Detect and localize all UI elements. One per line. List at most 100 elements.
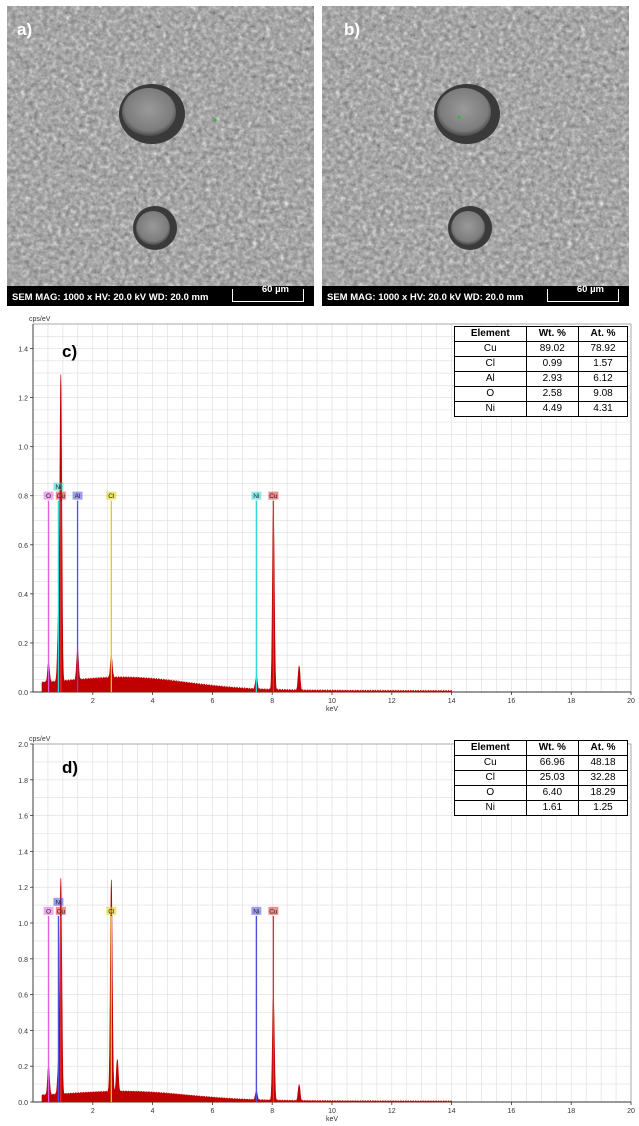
element-marker-label: Cu bbox=[269, 908, 278, 915]
x-tick-label: 16 bbox=[508, 1108, 516, 1115]
y-tick-label: 1.2 bbox=[18, 396, 28, 403]
table-row: Cu 89.02 78.92 bbox=[454, 341, 628, 357]
composition-table: Element Wt. % At. % Cu 89.02 78.92 Cl 0.99 1… bbox=[454, 326, 628, 417]
eds-spectrum-c: 0.0 0.2 0.4 0.6 0.8 1.0 1.2 1.4 2 4 6 8 10 12 14 16 18 20… bbox=[0, 312, 639, 720]
element-marker-box bbox=[268, 906, 279, 915]
element-marker-label: Cu bbox=[57, 493, 66, 500]
x-tick-label: 12 bbox=[388, 1108, 396, 1115]
x-tick-label: 18 bbox=[567, 1108, 575, 1115]
cell: Cl bbox=[454, 770, 527, 786]
y-tick-label: 0.8 bbox=[18, 957, 28, 964]
x-tick-label: 18 bbox=[567, 698, 575, 705]
table-header-row: Element Wt. % At. % bbox=[454, 326, 628, 342]
y-axis-title: cps/eV bbox=[29, 316, 51, 323]
y-tick-label: 1.4 bbox=[18, 849, 28, 856]
sem-image-b: b) SEM MAG: 1000 x HV: 20.0 kV WD: 20.0 … bbox=[322, 6, 629, 306]
element-marker-box bbox=[53, 482, 64, 491]
x-tick-label: 8 bbox=[270, 698, 274, 705]
x-tick-label: 4 bbox=[151, 1108, 155, 1115]
cell: O bbox=[454, 386, 527, 402]
element-marker-label: Cl bbox=[108, 493, 115, 500]
table-row: O 6.40 18.29 bbox=[454, 785, 628, 801]
x-tick-label: 6 bbox=[210, 1108, 214, 1115]
x-tick-label: 12 bbox=[388, 698, 396, 705]
column-header: At. % bbox=[578, 740, 628, 756]
cell: 1.61 bbox=[525, 800, 580, 816]
x-tick-label: 20 bbox=[627, 698, 635, 705]
panel-label: d) bbox=[62, 758, 79, 777]
y-tick-label: 0.2 bbox=[18, 1064, 28, 1071]
cell: 1.25 bbox=[578, 800, 628, 816]
table-row: Ni 1.61 1.25 bbox=[454, 800, 628, 816]
x-tick-label: 8 bbox=[270, 1108, 274, 1115]
element-marker-label: O bbox=[46, 908, 51, 915]
element-marker-box bbox=[55, 906, 66, 915]
x-tick-label: 6 bbox=[210, 698, 214, 705]
cell: Ni bbox=[454, 401, 527, 417]
cell: Cu bbox=[454, 341, 527, 357]
y-tick-label: 0.4 bbox=[18, 1028, 28, 1035]
x-tick-label: 14 bbox=[448, 1108, 456, 1115]
cell: 18.29 bbox=[578, 785, 628, 801]
cell: 2.93 bbox=[525, 371, 580, 387]
cell: 89.02 bbox=[525, 341, 580, 357]
cell: 0.99 bbox=[525, 356, 580, 372]
element-marker-label: O bbox=[46, 493, 51, 500]
eds-spectrum-d: 0.0 0.2 0.4 0.6 0.8 1.0 1.2 1.4 1.6 1.8 2.0 2 4 6 8 10 1… bbox=[0, 728, 639, 1123]
element-marker-box bbox=[55, 491, 66, 500]
element-marker-box bbox=[72, 491, 83, 500]
table-row: Ni 4.49 4.31 bbox=[454, 401, 628, 417]
x-tick-label: 4 bbox=[151, 698, 155, 705]
cell: 6.40 bbox=[525, 785, 580, 801]
element-marker-box bbox=[43, 906, 54, 915]
y-tick-label: 1.0 bbox=[18, 445, 28, 452]
cell: 66.96 bbox=[525, 755, 580, 771]
element-marker-box bbox=[251, 906, 262, 915]
element-marker-box bbox=[106, 491, 117, 500]
spectrum-series bbox=[41, 374, 452, 693]
cell: Al bbox=[454, 371, 527, 387]
cell: 4.31 bbox=[578, 401, 628, 417]
x-tick-label: 2 bbox=[91, 1108, 95, 1115]
cell: Cu bbox=[454, 755, 527, 771]
sem-image-a: a) SEM MAG: 1000 x HV: 20.0 kV WD: 20.0 … bbox=[7, 6, 314, 306]
panel-label: c) bbox=[62, 342, 78, 361]
x-tick-label: 16 bbox=[508, 698, 516, 705]
table-header-row: Element Wt. % At. % bbox=[454, 740, 628, 756]
y-tick-label: 0.0 bbox=[18, 1100, 28, 1107]
element-marker-box bbox=[43, 491, 54, 500]
x-axis-title: keV bbox=[326, 1116, 338, 1121]
cell: 6.12 bbox=[578, 371, 628, 387]
x-tick-label: 10 bbox=[328, 698, 336, 705]
table-row: Cu 66.96 48.18 bbox=[454, 755, 628, 771]
element-marker-box bbox=[106, 906, 117, 915]
x-tick-label: 2 bbox=[91, 698, 95, 705]
panel-label: a) bbox=[17, 20, 33, 39]
y-tick-label: 0.6 bbox=[18, 543, 28, 550]
scale-bar-label: 60 µm bbox=[261, 284, 289, 295]
cell: 48.18 bbox=[578, 755, 628, 771]
cell: 4.49 bbox=[525, 401, 580, 417]
sem-info-text: SEM MAG: 1000 x HV: 20.0 kV WD: 20.0 mm bbox=[12, 292, 209, 303]
element-marker-label: Ni bbox=[253, 908, 259, 915]
cell: 32.28 bbox=[578, 770, 628, 786]
x-tick-label: 10 bbox=[328, 1108, 336, 1115]
y-tick-label: 0.6 bbox=[18, 993, 28, 1000]
cell: 25.03 bbox=[525, 770, 580, 786]
sem-micrograph bbox=[322, 6, 629, 306]
cell: 78.92 bbox=[578, 341, 628, 357]
element-marker-label: Ni bbox=[253, 493, 259, 500]
table-row: O 2.58 9.08 bbox=[454, 386, 628, 402]
panel-label: b) bbox=[344, 20, 361, 39]
table-row: Cl 0.99 1.57 bbox=[454, 356, 628, 372]
spectrum-plot: 0.0 0.2 0.4 0.6 0.8 1.0 1.2 1.4 2 4 6 8 10 12 14 16 18 20… bbox=[18, 316, 635, 713]
element-marker-box bbox=[251, 491, 262, 500]
column-header: At. % bbox=[578, 326, 628, 342]
cell: 2.58 bbox=[525, 386, 580, 402]
y-tick-label: 1.8 bbox=[18, 778, 28, 785]
sem-info-text: SEM MAG: 1000 x HV: 20.0 kV WD: 20.0 mm bbox=[327, 292, 524, 303]
cell: Cl bbox=[454, 356, 527, 372]
scale-bar bbox=[547, 289, 619, 302]
y-tick-label: 1.0 bbox=[18, 921, 28, 928]
sem-micrograph bbox=[7, 6, 314, 306]
